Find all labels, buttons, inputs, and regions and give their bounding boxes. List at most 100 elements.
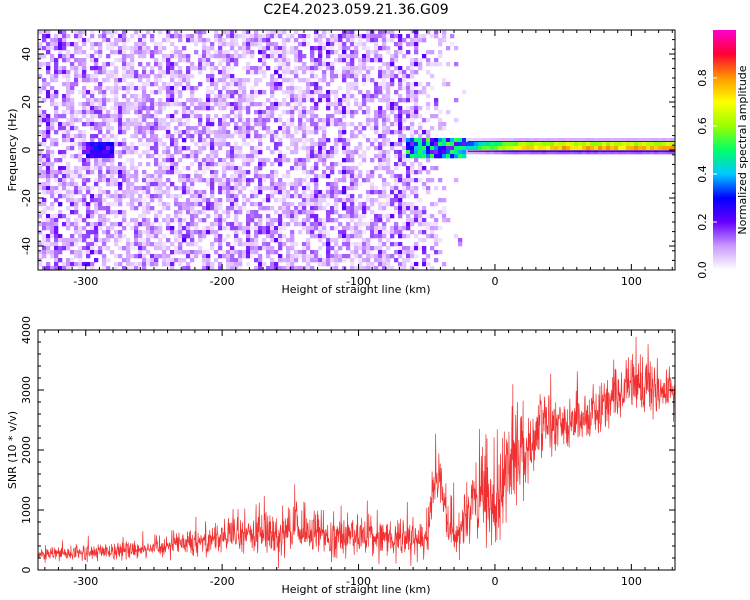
spectrogram-cell	[122, 30, 127, 35]
spectrogram-cell	[198, 118, 203, 123]
spectrogram-cell	[646, 142, 651, 147]
spectrogram-cell	[330, 122, 335, 127]
spectrogram-cell	[406, 182, 411, 187]
spectrogram-cell	[306, 230, 311, 235]
spectrogram-cell	[202, 194, 207, 199]
spectrogram-cell	[330, 246, 335, 251]
spectrogram-cell	[126, 186, 131, 191]
spectrogram-cell	[114, 230, 119, 235]
spectrogram-cell	[114, 30, 119, 35]
spectrogram-cell	[194, 174, 199, 179]
spectrogram-cell	[374, 34, 379, 39]
spectrogram-cell	[330, 114, 335, 119]
spectrogram-ytick-label: -40	[20, 237, 33, 255]
spectrogram-cell	[118, 202, 123, 207]
spectrogram-cell	[342, 254, 347, 259]
spectrogram-cell	[42, 170, 47, 175]
spectrogram-cell	[242, 118, 247, 123]
spectrogram-cell	[302, 94, 307, 99]
spectrogram-cell	[210, 162, 215, 167]
spectrogram-cell	[106, 190, 111, 195]
spectrogram-cell	[158, 46, 163, 51]
spectrogram-cell	[426, 234, 431, 239]
spectrogram-cell	[70, 62, 75, 67]
spectrogram-cell	[50, 186, 55, 191]
spectrogram-cell	[50, 170, 55, 175]
spectrogram-cell	[74, 222, 79, 227]
spectrogram-cell	[302, 258, 307, 263]
spectrogram-cell	[66, 162, 71, 167]
spectrogram-cell	[358, 70, 363, 75]
spectrogram-cell	[354, 186, 359, 191]
spectrogram-xtick-label: -300	[73, 275, 98, 288]
spectrogram-cell	[178, 230, 183, 235]
spectrogram-cell	[170, 70, 175, 75]
spectrogram-cell	[294, 146, 299, 151]
spectrogram-cell	[366, 114, 371, 119]
spectrogram-cell	[178, 246, 183, 251]
spectrogram-cell	[66, 194, 71, 199]
spectrogram-cell	[354, 78, 359, 83]
spectrogram-cell	[54, 142, 59, 147]
spectrogram-cell	[78, 78, 83, 83]
spectrogram-cell	[214, 214, 219, 219]
spectrogram-cell	[186, 262, 191, 267]
spectrogram-cell	[282, 242, 287, 247]
spectrogram-cell	[378, 262, 383, 267]
spectrogram-cell	[62, 46, 67, 51]
spectrogram-cell	[330, 210, 335, 215]
spectrogram-cell	[262, 246, 267, 251]
spectrogram-cell	[130, 102, 135, 107]
spectrogram-cell	[98, 226, 103, 231]
spectrogram-cell	[426, 142, 431, 147]
spectrogram-cell	[210, 182, 215, 187]
spectrogram-cell	[370, 138, 375, 143]
spectrogram-cell	[362, 222, 367, 227]
spectrogram-cell	[262, 102, 267, 107]
spectrogram-cell	[82, 186, 87, 191]
spectrogram-cell	[370, 202, 375, 207]
spectrogram-cell	[74, 142, 79, 147]
spectrogram-cell	[402, 158, 407, 163]
spectrogram-cell	[222, 106, 227, 111]
spectrogram-cell	[350, 186, 355, 191]
spectrogram-cell	[238, 190, 243, 195]
spectrogram-cell	[278, 154, 283, 159]
spectrogram-cell	[170, 166, 175, 171]
spectrogram-cell	[238, 110, 243, 115]
spectrogram-cell	[374, 198, 379, 203]
spectrogram-cell	[90, 98, 95, 103]
spectrogram-cell	[258, 266, 263, 270]
spectrogram-cell	[406, 166, 411, 171]
spectrogram-cell	[390, 214, 395, 219]
spectrogram-cell	[394, 258, 399, 263]
spectrogram-cell	[258, 134, 263, 139]
spectrogram-cell	[298, 42, 303, 47]
spectrogram-cell	[438, 38, 443, 43]
spectrogram-cell	[378, 174, 383, 179]
spectrogram-cell	[102, 30, 107, 35]
spectrogram-cell	[106, 70, 111, 75]
spectrogram-cell	[70, 258, 75, 263]
spectrogram-cell	[246, 94, 251, 99]
spectrogram-cell	[278, 242, 283, 247]
spectrogram-cell	[338, 98, 343, 103]
spectrogram-cell	[226, 82, 231, 87]
spectrogram-cell	[122, 38, 127, 43]
spectrogram-cell	[190, 242, 195, 247]
spectrogram-cell	[534, 146, 539, 151]
spectrogram-cell	[550, 138, 555, 143]
spectrogram-cell	[290, 214, 295, 219]
spectrogram-cell	[386, 74, 391, 79]
spectrogram-cell	[142, 142, 147, 147]
spectrogram-cell	[426, 254, 431, 259]
spectrogram-cell	[282, 70, 287, 75]
spectrogram-cell	[362, 102, 367, 107]
spectrogram-cell	[142, 126, 147, 131]
spectrogram-cell	[242, 30, 247, 35]
spectrogram-cell	[126, 38, 131, 43]
spectrogram-cell	[270, 182, 275, 187]
spectrogram-cell	[174, 86, 179, 91]
spectrogram-cell	[314, 190, 319, 195]
spectrogram-cell	[306, 110, 311, 115]
